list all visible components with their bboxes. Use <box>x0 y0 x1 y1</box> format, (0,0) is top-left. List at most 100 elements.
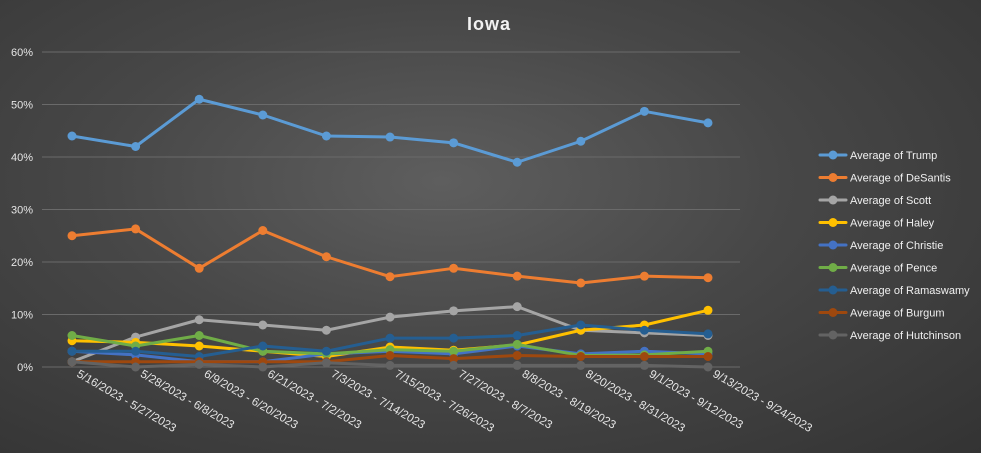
legend-marker <box>828 195 838 205</box>
y-tick-label: 60% <box>11 47 33 59</box>
data-point <box>639 360 649 370</box>
series-lines <box>67 94 713 372</box>
legend-item: Average of Scott <box>818 195 931 207</box>
data-point <box>258 226 268 235</box>
y-tick-label: 40% <box>11 152 33 164</box>
data-point <box>131 362 141 372</box>
data-point <box>131 142 141 151</box>
legend-label: Average of Burgum <box>850 308 945 320</box>
data-point <box>385 312 395 322</box>
data-point <box>258 320 268 330</box>
legend-item: Average of DeSantis <box>818 173 951 185</box>
data-point <box>639 271 649 281</box>
data-point <box>512 271 522 281</box>
legend-item: Average of Burgum <box>818 308 945 320</box>
legend-item: Average of Trump <box>818 150 937 162</box>
data-point <box>576 136 586 146</box>
data-point <box>639 106 649 116</box>
data-point <box>449 346 459 356</box>
y-tick-label: 30% <box>11 205 33 217</box>
series-average-of-trump <box>67 94 713 167</box>
legend-label: Average of Trump <box>850 150 937 162</box>
data-point <box>449 138 459 148</box>
legend-marker <box>828 218 838 227</box>
data-point <box>385 132 395 142</box>
data-point <box>67 331 77 340</box>
data-point <box>639 352 649 361</box>
legend-label: Average of Pence <box>850 263 937 275</box>
data-point <box>449 306 459 316</box>
data-point <box>385 272 395 282</box>
series-average-of-ramaswamy <box>67 320 713 361</box>
data-point <box>194 263 204 273</box>
data-point <box>449 263 459 273</box>
y-axis-ticks: 0% 10% 20% 30% 40% 50% 60% <box>11 47 33 374</box>
data-point <box>67 231 77 241</box>
legend-label: Average of DeSantis <box>850 173 951 185</box>
data-point <box>194 315 204 325</box>
data-point <box>67 357 77 367</box>
legend-item: Average of Haley <box>818 218 935 230</box>
data-point <box>258 341 268 351</box>
data-point <box>576 278 586 288</box>
x-tick-label: 9/13/2023 - 9/24/2023 <box>711 368 814 435</box>
data-point <box>512 157 522 167</box>
legend-marker <box>828 308 838 317</box>
legend-label: Average of Ramaswamy <box>850 285 970 297</box>
data-point <box>703 273 713 283</box>
data-point <box>449 360 459 370</box>
data-point <box>194 359 204 369</box>
data-point <box>449 333 459 343</box>
y-tick-label: 0% <box>17 362 33 374</box>
data-point <box>131 224 141 234</box>
data-point <box>194 94 204 104</box>
legend-label: Average of Christie <box>850 240 943 252</box>
legend-marker <box>828 240 838 250</box>
data-point <box>703 362 713 372</box>
data-point <box>321 325 331 335</box>
data-point <box>321 131 331 141</box>
data-point <box>703 352 713 361</box>
legend-marker <box>828 150 838 160</box>
data-point <box>321 252 331 262</box>
data-point <box>449 354 459 364</box>
legend-item: Average of Ramaswamy <box>818 285 970 297</box>
data-point <box>385 333 395 343</box>
data-point <box>385 350 395 360</box>
data-point <box>703 305 713 315</box>
y-tick-label: 50% <box>11 100 33 112</box>
data-point <box>639 325 649 335</box>
legend: Average of Trump Average of DeSantis Avera… <box>818 150 970 342</box>
series-line <box>70 97 710 164</box>
data-point <box>194 341 204 351</box>
data-point <box>576 320 586 330</box>
gridlines <box>42 51 740 368</box>
y-tick-label: 20% <box>11 257 33 269</box>
data-point <box>512 350 522 360</box>
data-point <box>258 362 268 372</box>
data-point <box>67 346 77 356</box>
data-point <box>576 360 586 370</box>
legend-label: Average of Scott <box>850 195 931 207</box>
data-point <box>512 331 522 340</box>
legend-label: Average of Hutchinson <box>850 330 961 342</box>
legend-item: Average of Pence <box>818 263 937 275</box>
data-point <box>321 346 331 356</box>
data-point <box>321 358 331 368</box>
data-point <box>703 329 713 339</box>
legend-marker <box>828 330 838 340</box>
data-point <box>385 360 395 370</box>
series-average-of-hutchinson <box>67 357 713 372</box>
chart-title: Iowa <box>467 14 511 34</box>
data-point <box>576 352 586 361</box>
legend-item: Average of Christie <box>818 240 943 252</box>
series-average-of-desantis <box>67 224 713 288</box>
data-point <box>703 118 713 128</box>
legend-marker <box>828 285 838 295</box>
legend-label: Average of Haley <box>850 218 935 230</box>
data-point <box>512 302 522 312</box>
data-point <box>194 331 204 340</box>
y-tick-label: 10% <box>11 310 33 322</box>
